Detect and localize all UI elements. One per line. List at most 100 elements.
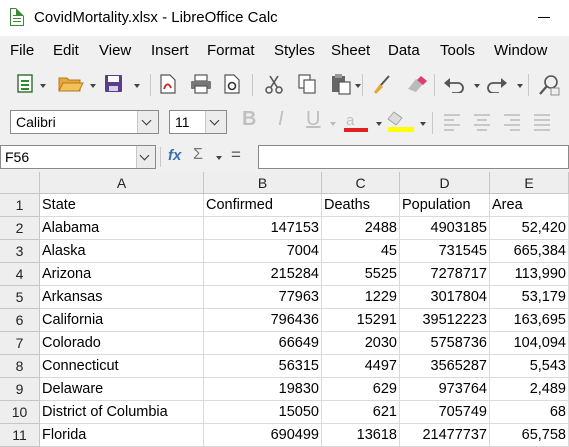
cell-b6[interactable]: 796436 (204, 309, 322, 332)
cell-a11[interactable]: Florida (40, 424, 204, 447)
sum-dropdown-arrow[interactable] (216, 156, 222, 160)
cell-e10[interactable]: 68 (490, 401, 569, 424)
cell-b8[interactable]: 56315 (204, 355, 322, 378)
cell-b10[interactable]: 15050 (204, 401, 322, 424)
cell-b5[interactable]: 77963 (204, 286, 322, 309)
cell-e2[interactable]: 52,420 (490, 217, 569, 240)
menu-edit[interactable]: Edit (53, 42, 79, 59)
cell-a6[interactable]: California (40, 309, 204, 332)
cell-d10[interactable]: 705749 (400, 401, 490, 424)
row-header-7[interactable]: 7 (0, 332, 40, 355)
cell-e5[interactable]: 53,179 (490, 286, 569, 309)
row-header-9[interactable]: 9 (0, 378, 40, 401)
menu-insert[interactable]: Insert (151, 42, 189, 59)
column-header-a[interactable]: A (40, 172, 204, 194)
row-header-5[interactable]: 5 (0, 286, 40, 309)
cell-e1[interactable]: Area (490, 194, 569, 217)
cell-c8[interactable]: 4497 (322, 355, 400, 378)
cell-c4[interactable]: 5525 (322, 263, 400, 286)
cell-e8[interactable]: 5,543 (490, 355, 569, 378)
cell-c7[interactable]: 2030 (322, 332, 400, 355)
font-color-dropdown-arrow[interactable] (376, 122, 382, 126)
cell-d9[interactable]: 973764 (400, 378, 490, 401)
menu-styles[interactable]: Styles (274, 42, 315, 59)
new-dropdown-arrow[interactable] (40, 84, 46, 88)
font-name-dropdown[interactable] (137, 111, 158, 133)
menu-view[interactable]: View (99, 42, 132, 59)
font-name-box[interactable]: Calibri (10, 110, 159, 134)
underline-icon[interactable]: U (306, 108, 321, 130)
row-header-2[interactable]: 2 (0, 217, 40, 240)
row-header-11[interactable]: 11 (0, 424, 40, 447)
cell-b1[interactable]: Confirmed (204, 194, 322, 217)
cut-icon[interactable] (264, 74, 284, 94)
find-replace-icon[interactable] (538, 74, 560, 96)
spreadsheet-grid[interactable]: A B C D E 1 State Confirmed Deaths Population Area… (0, 172, 569, 447)
italic-icon[interactable]: I (278, 108, 284, 130)
cell-a1[interactable]: State (40, 194, 204, 217)
menu-sheet[interactable]: Sheet (331, 42, 371, 59)
font-size-dropdown[interactable] (205, 111, 226, 133)
cell-e4[interactable]: 113,990 (490, 263, 569, 286)
highlight-color-icon[interactable] (386, 108, 416, 134)
print-icon[interactable] (190, 74, 212, 94)
cell-d11[interactable]: 21477737 (400, 424, 490, 447)
row-header-4[interactable]: 4 (0, 263, 40, 286)
function-wizard-icon[interactable]: fx (168, 147, 182, 164)
menu-data[interactable]: Data (388, 42, 420, 59)
cell-a5[interactable]: Arkansas (40, 286, 204, 309)
cell-b9[interactable]: 19830 (204, 378, 322, 401)
font-size-box[interactable]: 11 (169, 110, 227, 134)
cell-d2[interactable]: 4903185 (400, 217, 490, 240)
new-spreadsheet-icon[interactable] (16, 74, 36, 94)
cell-b11[interactable]: 690499 (204, 424, 322, 447)
cell-c1[interactable]: Deaths (322, 194, 400, 217)
row-header-3[interactable]: 3 (0, 240, 40, 263)
print-preview-icon[interactable] (222, 74, 242, 94)
cell-c5[interactable]: 1229 (322, 286, 400, 309)
cell-a3[interactable]: Alaska (40, 240, 204, 263)
formula-input[interactable] (258, 145, 569, 169)
select-all-corner[interactable] (0, 172, 40, 194)
cell-c2[interactable]: 2488 (322, 217, 400, 240)
cell-a8[interactable]: Connecticut (40, 355, 204, 378)
cell-b2[interactable]: 147153 (204, 217, 322, 240)
undo-icon[interactable] (443, 75, 465, 93)
cell-d5[interactable]: 3017804 (400, 286, 490, 309)
column-header-e[interactable]: E (490, 172, 569, 194)
redo-icon[interactable] (486, 75, 508, 93)
row-header-6[interactable]: 6 (0, 309, 40, 332)
open-dropdown-arrow[interactable] (90, 84, 96, 88)
cell-e3[interactable]: 665,384 (490, 240, 569, 263)
cell-e9[interactable]: 2,489 (490, 378, 569, 401)
cell-d4[interactable]: 7278717 (400, 263, 490, 286)
cell-c11[interactable]: 13618 (322, 424, 400, 447)
row-header-8[interactable]: 8 (0, 355, 40, 378)
underline-dropdown-arrow[interactable] (330, 122, 336, 126)
cell-a7[interactable]: Colorado (40, 332, 204, 355)
open-folder-icon[interactable] (58, 75, 84, 93)
menu-tools[interactable]: Tools (440, 42, 476, 59)
copy-icon[interactable] (297, 74, 317, 94)
cell-d1[interactable]: Population (400, 194, 490, 217)
cell-b7[interactable]: 66649 (204, 332, 322, 355)
export-pdf-icon[interactable] (158, 74, 178, 94)
cell-a9[interactable]: Delaware (40, 378, 204, 401)
menu-format[interactable]: Format (207, 42, 255, 59)
minimize-button[interactable] (538, 17, 550, 18)
sum-icon[interactable]: Σ (193, 146, 203, 163)
paste-dropdown-arrow[interactable] (355, 84, 361, 88)
cell-e7[interactable]: 104,094 (490, 332, 569, 355)
cell-d7[interactable]: 5758736 (400, 332, 490, 355)
cell-d3[interactable]: 731545 (400, 240, 490, 263)
row-header-1[interactable]: 1 (0, 194, 40, 217)
clone-formatting-icon[interactable] (371, 74, 391, 94)
formula-equals-icon[interactable]: = (231, 145, 241, 164)
font-color-icon[interactable]: a (342, 110, 372, 134)
cell-b4[interactable]: 215284 (204, 263, 322, 286)
row-header-10[interactable]: 10 (0, 401, 40, 424)
column-header-c[interactable]: C (322, 172, 400, 194)
paste-icon[interactable] (330, 73, 352, 95)
name-box-dropdown[interactable] (136, 146, 155, 168)
cell-d6[interactable]: 39512223 (400, 309, 490, 332)
